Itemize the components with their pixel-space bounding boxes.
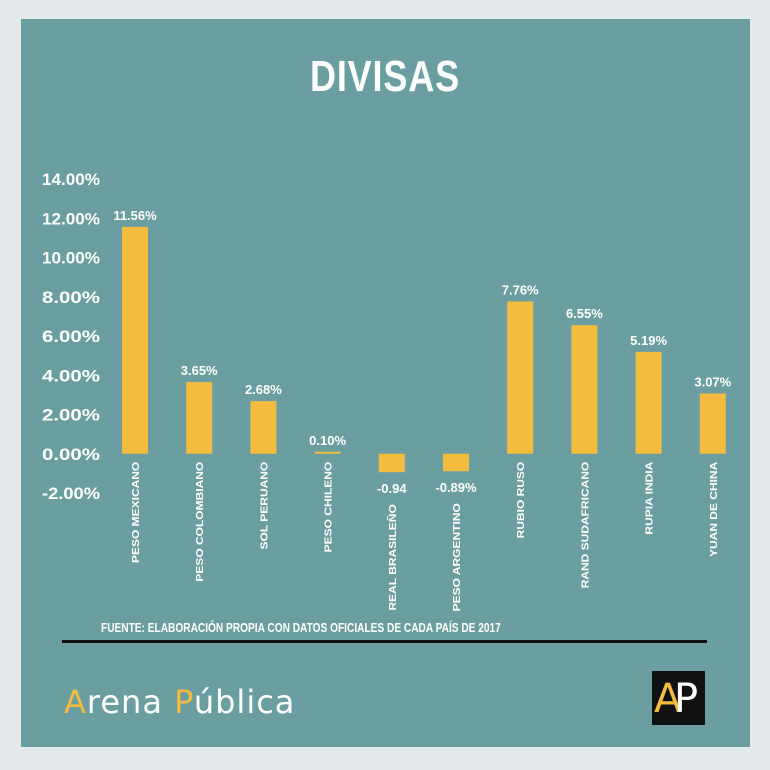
data-label: 2.68% (245, 382, 282, 397)
x-axis-labels: PESO MEXICANO PESO COLOMBIANO SOL PERUANO P… (131, 461, 720, 611)
bar (571, 325, 598, 454)
brand-letter-a: A (64, 683, 87, 721)
data-label: 7.76% (502, 282, 539, 297)
logo-letter-p: P (674, 676, 699, 722)
data-label: 5.19% (630, 333, 667, 348)
bars (122, 226, 726, 473)
y-tick-label: 12.00% (42, 209, 100, 228)
y-tick-label: 10.00% (42, 249, 100, 268)
data-label: 6.55% (566, 306, 603, 321)
bar (443, 453, 469, 472)
y-tick-label: 4.00% (42, 366, 100, 385)
data-label: 3.07% (694, 375, 731, 390)
y-axis: 14.00% 12.00% 10.00% 8.00% 6.00% 4.00% 2.00% 0.… (42, 170, 100, 503)
bar (314, 451, 341, 454)
category-label: PESO COLOMBIANO (195, 461, 206, 581)
divider-rule (62, 640, 707, 643)
brand-wordmark: Arena Pública (64, 683, 295, 721)
bar (250, 401, 277, 454)
logo-letter-a: A (654, 676, 682, 722)
bar (122, 226, 148, 454)
category-label: PESO ARGENTINO (452, 503, 463, 611)
category-label: SOL PERUANO (259, 461, 270, 549)
data-label: -0.89% (435, 480, 477, 495)
bar (635, 351, 662, 454)
y-tick-label: 6.00% (42, 327, 100, 346)
chart-title: DIVISAS (309, 52, 461, 101)
data-label: -0.94 (377, 481, 407, 496)
data-label: 0.10% (309, 433, 346, 448)
y-tick-label: -2.00% (42, 484, 100, 503)
category-label: YUAN DE CHINA (709, 462, 720, 557)
data-labels: 11.56% 3.65% 2.68% 0.10% -0.94 -0.89% 7.76% 6.5… (113, 208, 731, 496)
category-label: REAL BRASILEÑO (387, 504, 399, 611)
category-label: RUPIA INDIA (644, 462, 655, 535)
category-label: RUBIO RUSO (516, 461, 527, 538)
brand-text-1: rena (86, 683, 175, 721)
bar (699, 393, 726, 454)
brand-text-2: ública (193, 683, 296, 721)
category-label: PESO CHILENO (323, 461, 334, 552)
brand-letter-p: P (174, 683, 194, 721)
category-label: RAND SUDAFRICANO (580, 461, 591, 588)
category-label: PESO MEXICANO (131, 461, 142, 563)
source-note: FUENTE: ELABORACIÓN PROPIA CON DATOS OFI… (101, 620, 501, 635)
data-label: 11.56% (113, 208, 157, 223)
y-tick-label: 14.00% (42, 170, 100, 189)
y-tick-label: 8.00% (42, 288, 100, 307)
y-tick-label: 0.00% (42, 445, 100, 464)
y-tick-label: 2.00% (42, 406, 100, 425)
bar (507, 301, 534, 454)
bar (186, 382, 213, 454)
ap-logo: A P (652, 671, 705, 725)
bar (378, 453, 405, 473)
data-label: 3.65% (181, 363, 218, 378)
